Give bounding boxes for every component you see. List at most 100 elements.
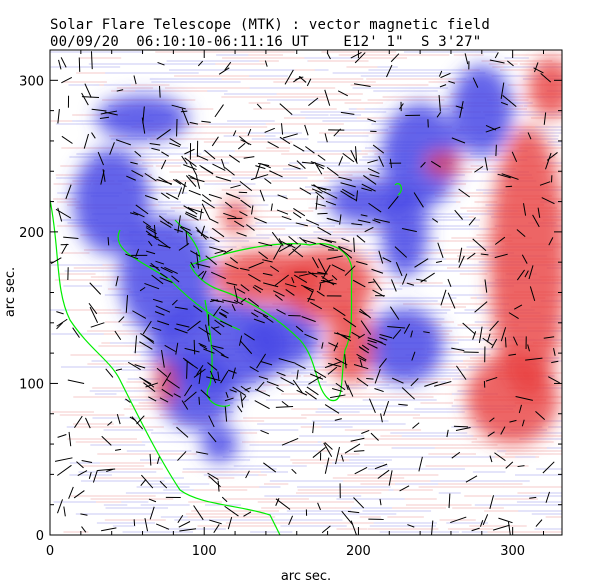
- vector-mark: [167, 221, 174, 226]
- vector-mark: [166, 378, 180, 389]
- vector-mark: [440, 289, 447, 306]
- vector-mark: [450, 516, 467, 524]
- vector-mark: [276, 387, 284, 393]
- vector-mark: [211, 345, 224, 349]
- vector-mark: [177, 451, 187, 461]
- vector-mark: [458, 255, 465, 268]
- vector-mark: [330, 394, 346, 399]
- vector-mark: [347, 510, 360, 514]
- vector-mark: [293, 144, 305, 152]
- vector-mark: [159, 277, 173, 283]
- vector-mark: [99, 116, 110, 120]
- vector-mark: [529, 496, 537, 499]
- vector-mark: [245, 470, 250, 479]
- vector-mark: [454, 209, 463, 220]
- vector-mark: [351, 331, 361, 338]
- vector-mark: [227, 516, 233, 530]
- vector-mark: [107, 237, 110, 246]
- vector-mark: [175, 342, 179, 355]
- vector-mark: [151, 147, 161, 151]
- vector-mark: [78, 57, 81, 72]
- vector-mark: [254, 400, 270, 410]
- vector-mark: [353, 237, 355, 253]
- vector-mark: [361, 183, 376, 192]
- vector-mark: [161, 151, 170, 157]
- vector-mark: [338, 156, 344, 166]
- vector-mark: [360, 214, 368, 217]
- vector-mark: [161, 388, 174, 397]
- vector-mark: [332, 388, 343, 392]
- vector-mark: [528, 265, 534, 280]
- vector-mark: [247, 128, 252, 136]
- vector-mark: [134, 364, 146, 369]
- vector-mark: [156, 367, 168, 378]
- vector-mark: [176, 323, 190, 328]
- vector-mark: [472, 331, 477, 340]
- positive-region: [424, 151, 462, 176]
- vector-mark: [254, 388, 271, 397]
- vector-mark: [90, 51, 93, 70]
- vector-mark: [173, 393, 181, 398]
- vector-mark: [482, 337, 493, 346]
- vector-mark: [61, 243, 68, 254]
- vector-mark: [189, 161, 198, 177]
- vector-mark: [237, 405, 243, 413]
- vector-mark: [157, 61, 165, 66]
- vector-mark: [205, 255, 217, 266]
- vector-mark: [159, 85, 161, 98]
- vector-mark: [224, 201, 233, 209]
- vector-mark: [109, 142, 115, 155]
- y-tick-label: 300: [19, 74, 44, 89]
- vector-mark: [236, 288, 246, 294]
- vector-mark: [208, 475, 221, 488]
- vector-mark: [160, 192, 170, 200]
- vector-mark: [130, 212, 139, 216]
- vector-mark: [243, 511, 252, 517]
- vector-mark: [320, 279, 337, 285]
- vector-mark: [155, 305, 171, 313]
- vector-mark: [256, 103, 262, 109]
- vector-mark: [209, 370, 217, 384]
- vector-mark: [292, 248, 304, 258]
- vector-mark: [527, 132, 532, 140]
- vector-mark: [176, 426, 189, 438]
- vector-mark: [301, 284, 314, 291]
- vector-mark: [324, 239, 337, 243]
- vector-mark: [398, 403, 408, 406]
- vector-mark: [436, 112, 442, 118]
- vector-mark: [315, 195, 318, 210]
- vector-mark: [305, 146, 315, 154]
- vector-mark: [256, 381, 265, 391]
- vector-mark: [451, 451, 461, 459]
- vector-mark: [228, 154, 241, 163]
- vector-mark: [278, 238, 284, 247]
- vector-mark: [276, 371, 286, 377]
- vector-mark: [468, 217, 476, 226]
- vector-mark: [515, 395, 533, 401]
- vector-mark: [453, 425, 469, 428]
- vector-mark: [374, 463, 388, 470]
- vector-mark: [61, 135, 73, 144]
- vector-mark: [72, 327, 80, 338]
- vector-mark: [201, 199, 215, 209]
- vector-mark: [369, 174, 380, 178]
- vector-mark: [439, 84, 447, 88]
- vector-mark: [474, 301, 488, 313]
- vector-mark: [431, 520, 434, 535]
- vector-mark: [249, 366, 259, 373]
- vector-mark: [356, 260, 368, 266]
- vector-mark: [379, 333, 393, 339]
- vector-mark: [494, 236, 506, 245]
- vector-mark: [304, 390, 317, 400]
- vector-mark: [208, 415, 215, 428]
- vector-mark: [316, 290, 325, 297]
- vector-mark: [175, 178, 187, 188]
- x-tick-label: 200: [346, 544, 371, 559]
- vector-mark: [115, 139, 132, 146]
- vector-mark: [314, 161, 323, 175]
- vector-mark: [198, 342, 207, 348]
- vector-mark: [295, 222, 309, 227]
- vector-mark: [363, 175, 377, 185]
- vector-mark: [250, 174, 269, 181]
- vector-mark: [317, 226, 332, 236]
